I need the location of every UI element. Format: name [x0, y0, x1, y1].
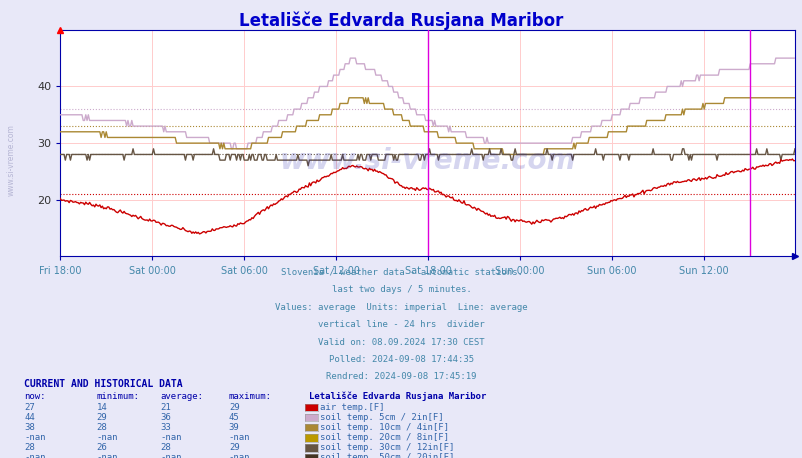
- Text: 28: 28: [24, 443, 34, 452]
- Text: 26: 26: [96, 443, 107, 452]
- Text: soil temp. 5cm / 2in[F]: soil temp. 5cm / 2in[F]: [320, 413, 444, 422]
- Text: 29: 29: [229, 403, 239, 412]
- Text: average:: average:: [160, 393, 204, 401]
- Text: -nan: -nan: [229, 433, 250, 442]
- Text: -nan: -nan: [229, 453, 250, 458]
- Text: soil temp. 20cm / 8in[F]: soil temp. 20cm / 8in[F]: [320, 433, 449, 442]
- Text: Polled: 2024-09-08 17:44:35: Polled: 2024-09-08 17:44:35: [329, 355, 473, 364]
- Text: 38: 38: [24, 423, 34, 432]
- Text: www.si-vreme.com: www.si-vreme.com: [6, 125, 15, 196]
- Text: 27: 27: [24, 403, 34, 412]
- Text: minimum:: minimum:: [96, 393, 140, 401]
- Text: Slovenia / weather data - automatic stations.: Slovenia / weather data - automatic stat…: [280, 268, 522, 277]
- Text: 45: 45: [229, 413, 239, 422]
- Text: 14: 14: [96, 403, 107, 412]
- Text: 21: 21: [160, 403, 171, 412]
- Text: 33: 33: [160, 423, 171, 432]
- Text: CURRENT AND HISTORICAL DATA: CURRENT AND HISTORICAL DATA: [24, 379, 183, 389]
- Text: soil temp. 10cm / 4in[F]: soil temp. 10cm / 4in[F]: [320, 423, 449, 432]
- Text: 28: 28: [160, 443, 171, 452]
- Text: maximum:: maximum:: [229, 393, 272, 401]
- Text: Rendred: 2024-09-08 17:45:19: Rendred: 2024-09-08 17:45:19: [326, 372, 476, 382]
- Text: 36: 36: [160, 413, 171, 422]
- Text: -nan: -nan: [160, 433, 182, 442]
- Text: 44: 44: [24, 413, 34, 422]
- Text: now:: now:: [24, 393, 46, 401]
- Text: -nan: -nan: [160, 453, 182, 458]
- Text: Valid on: 08.09.2024 17:30 CEST: Valid on: 08.09.2024 17:30 CEST: [318, 338, 484, 347]
- Text: 29: 29: [229, 443, 239, 452]
- Text: air temp.[F]: air temp.[F]: [320, 403, 384, 412]
- Text: 28: 28: [96, 423, 107, 432]
- Text: soil temp. 30cm / 12in[F]: soil temp. 30cm / 12in[F]: [320, 443, 454, 452]
- Text: www.si-vreme.com: www.si-vreme.com: [279, 147, 575, 175]
- Text: Letališče Edvarda Rusjana Maribor: Letališče Edvarda Rusjana Maribor: [309, 392, 486, 401]
- Text: -nan: -nan: [96, 453, 118, 458]
- Text: -nan: -nan: [24, 453, 46, 458]
- Text: 29: 29: [96, 413, 107, 422]
- Text: Letališče Edvarda Rusjana Maribor: Letališče Edvarda Rusjana Maribor: [239, 11, 563, 30]
- Text: soil temp. 50cm / 20in[F]: soil temp. 50cm / 20in[F]: [320, 453, 454, 458]
- Text: 39: 39: [229, 423, 239, 432]
- Text: Values: average  Units: imperial  Line: average: Values: average Units: imperial Line: av…: [275, 303, 527, 312]
- Text: vertical line - 24 hrs  divider: vertical line - 24 hrs divider: [318, 320, 484, 329]
- Text: last two days / 5 minutes.: last two days / 5 minutes.: [331, 285, 471, 294]
- Text: -nan: -nan: [96, 433, 118, 442]
- Text: -nan: -nan: [24, 433, 46, 442]
